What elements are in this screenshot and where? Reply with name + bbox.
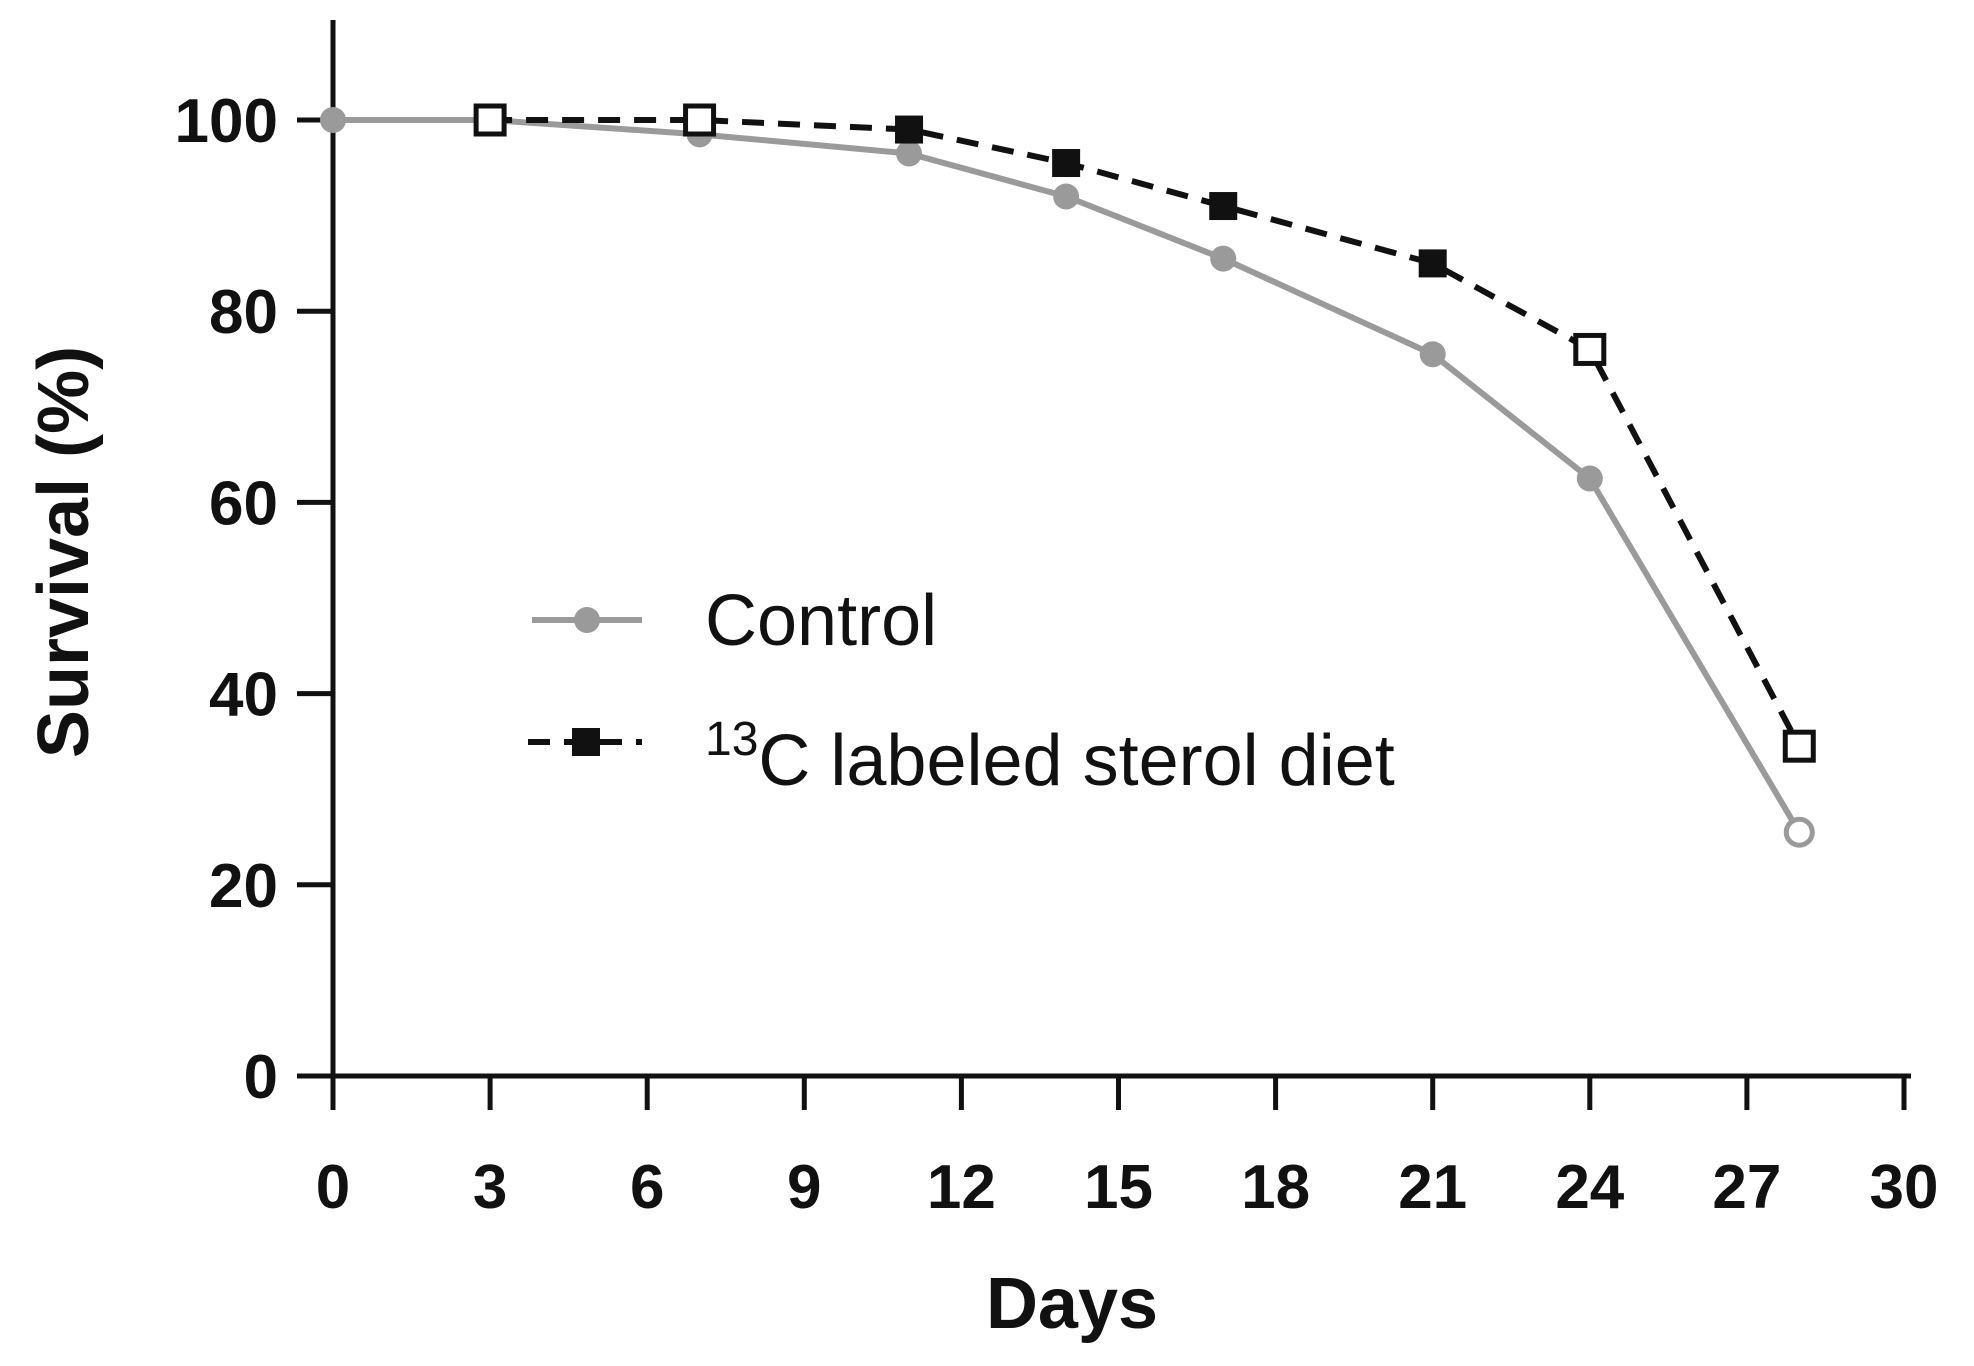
legend-label-13c-diet: 13C labeled sterol diet — [705, 713, 1395, 801]
y-tick-label-0: 0 — [244, 1043, 278, 1112]
point-control-day-0 — [320, 107, 346, 133]
legend-item-control: Control — [532, 581, 937, 661]
x-tick-label-18: 18 — [1241, 1153, 1310, 1222]
y-tick-label-20: 20 — [209, 852, 278, 921]
y-tick-label-100: 100 — [175, 87, 278, 156]
point-13c-diet-day-28 — [1782, 729, 1816, 763]
legend: Control 13C labeled sterol diet — [528, 581, 1395, 801]
axes — [330, 20, 1911, 1079]
point-13c-diet-day-17 — [1209, 192, 1238, 221]
x-tick-label-6: 6 — [630, 1153, 664, 1222]
point-control-day-21 — [1419, 341, 1446, 368]
y-tick-label-80: 80 — [209, 278, 278, 347]
series-line-13c-diet — [490, 117, 1802, 748]
x-tick-label-9: 9 — [787, 1153, 821, 1222]
x-tick-label-12: 12 — [927, 1153, 996, 1222]
point-control-day-11 — [896, 140, 923, 167]
x-ticks: 0 3 6 9 12 15 18 21 24 27 30 — [316, 1076, 1939, 1222]
x-tick-label-0: 0 — [316, 1153, 350, 1222]
legend-superscript: 13 — [705, 713, 758, 766]
legend-marker-control — [574, 607, 600, 633]
x-tick-label-15: 15 — [1084, 1153, 1153, 1222]
x-tick-label-21: 21 — [1398, 1153, 1467, 1222]
point-control-day-14 — [1053, 183, 1080, 210]
series-layer — [320, 103, 1816, 848]
point-13c-diet-day-3 — [473, 103, 507, 137]
point-control-day-24 — [1576, 465, 1603, 492]
point-13c-diet-day-11 — [895, 115, 924, 144]
y-tick-label-60: 60 — [209, 469, 278, 538]
legend-item-13c-diet: 13C labeled sterol diet — [528, 713, 1395, 801]
legend-label-control: Control — [705, 581, 937, 661]
point-control-day-28 — [1783, 816, 1815, 848]
x-tick-label-30: 30 — [1870, 1153, 1939, 1222]
x-tick-label-24: 24 — [1555, 1153, 1624, 1222]
y-ticks: 0 20 40 60 80 100 — [175, 87, 333, 1112]
point-13c-diet-day-14 — [1052, 149, 1081, 178]
x-tick-label-27: 27 — [1712, 1153, 1781, 1222]
point-control-day-17 — [1210, 245, 1237, 272]
point-13c-diet-day-21 — [1418, 249, 1447, 278]
point-13c-diet-day-24 — [1573, 332, 1607, 366]
legend-label-rest: C labeled sterol diet — [758, 721, 1394, 801]
point-13c-diet-day-7 — [683, 103, 717, 137]
x-tick-label-3: 3 — [473, 1153, 507, 1222]
x-axis-title: Days — [986, 1264, 1158, 1344]
y-tick-label-40: 40 — [209, 661, 278, 730]
legend-marker-13c-diet — [572, 728, 600, 756]
y-axis-title: Survival (%) — [24, 346, 104, 758]
